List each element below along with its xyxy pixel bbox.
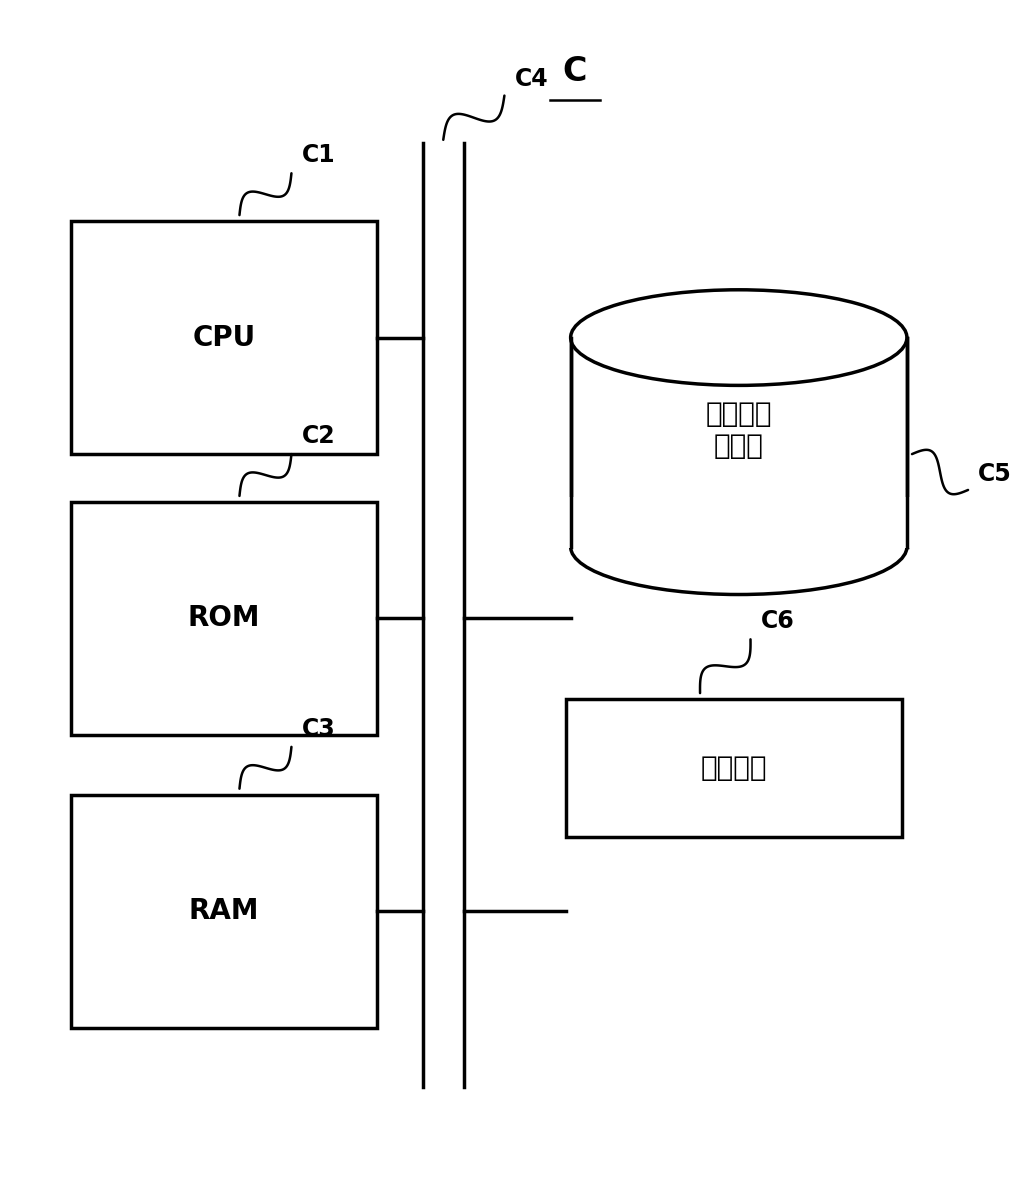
Bar (71, 795, 377, 1028)
Text: 非易失性
存储器: 非易失性 存储器 (705, 400, 772, 460)
Text: C6: C6 (760, 609, 795, 633)
Text: C3: C3 (302, 717, 335, 741)
Bar (566, 497, 912, 547)
Text: ROM: ROM (187, 605, 261, 632)
Ellipse shape (571, 290, 907, 385)
Text: RAM: RAM (189, 897, 260, 925)
Text: 网络接口: 网络接口 (700, 754, 767, 782)
Bar (71, 502, 377, 735)
Text: CPU: CPU (193, 324, 256, 351)
Text: C2: C2 (302, 424, 335, 448)
Bar (566, 699, 902, 836)
Bar (71, 221, 377, 454)
Text: C5: C5 (978, 462, 1012, 486)
Bar (571, 337, 907, 547)
Text: C1: C1 (302, 143, 335, 167)
Text: C4: C4 (515, 67, 548, 91)
Ellipse shape (571, 500, 907, 594)
Text: C: C (562, 55, 587, 88)
